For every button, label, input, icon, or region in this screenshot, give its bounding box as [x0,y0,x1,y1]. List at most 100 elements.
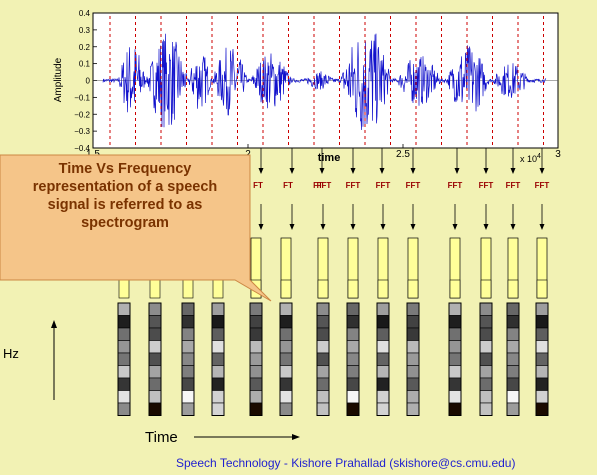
y-tick-label: 0.1 [79,60,91,69]
spectrum-cell [148,327,162,341]
spectrum-cell [376,377,390,391]
spectrum-cell [479,402,493,416]
spectrum-cell [117,327,131,341]
spectrum-cell [211,315,225,329]
y-tick-label: 0.4 [79,9,91,18]
spectrum-cell [279,327,293,341]
spectrum-cell [316,390,330,404]
spectrum-frame-top [317,279,329,299]
time-axis-label: Time [145,429,178,446]
fft-label: FFT [535,181,550,190]
spectrum-frame-top [480,279,492,299]
spectrum-column [448,302,462,416]
callout-line-1: Time Vs Frequency [58,161,192,177]
spectrum-frame-top [182,279,194,299]
fft-label-partial: FT [283,181,293,190]
spectrum-cell [506,365,520,379]
spectrum-cell [211,390,225,404]
callout-line-4: spectrogram [81,215,169,231]
spectrum-cell [406,327,420,341]
spectrum-frame-top [149,279,161,299]
spectrum-cell [211,352,225,366]
spectrum-cell [211,327,225,341]
spectrum-column [346,302,360,416]
spectrum-cell [181,365,195,379]
spectrum-cell [376,327,390,341]
spectrum-cell [346,302,360,316]
spectrum-frame-top [449,279,461,299]
spectrum-cell [506,340,520,354]
fft-label: FFT [448,181,463,190]
arrowhead [410,224,416,230]
spectrum-cell [279,340,293,354]
fft-label-partial: FT [253,181,263,190]
spectrum-cell [535,352,549,366]
spectrum-cell [117,315,131,329]
spectrum-cell [406,352,420,366]
callout-box [0,154,272,302]
callout-text: Time Vs Frequency representation of a sp… [0,160,250,232]
spectrum-cell [181,390,195,404]
spectrum-cell [479,315,493,329]
arrowhead [320,224,326,230]
spectrum-column [148,302,162,416]
spectrum-cell [117,302,131,316]
arrowhead [483,224,489,230]
spectrum-cell [506,315,520,329]
waveform-y-ticks: 0.4 0.3 0.2 0.1 0 −0.1 −0.2 −0.3 −0.4 [74,9,97,153]
spectrum-cell [376,340,390,354]
spectrum-frame-top [212,279,224,299]
spectrum-cell [406,377,420,391]
y-tick-label: −0.4 [74,144,90,153]
x-tick-label: 2.5 [396,149,410,160]
spectrum-cell [249,365,263,379]
spectrum-frame-top [347,279,359,299]
spectrum-column [479,302,493,416]
spectrum-cell [279,315,293,329]
spectrum-cell [406,365,420,379]
spectrum-frame-top [407,279,419,299]
spectrum-cell [506,390,520,404]
spectrum-cell [316,340,330,354]
time-axis-arrow [194,434,300,440]
spectrum-cell [448,365,462,379]
spectrum-cell [148,340,162,354]
spectrum-cell [479,340,493,354]
spectrum-cell [346,352,360,366]
spectrum-column [406,302,420,416]
spectrum-cell [249,327,263,341]
arrowhead [410,168,416,174]
spectrum-column [181,302,195,416]
y-tick-label: −0.1 [74,93,90,102]
y-tick-label: −0.3 [74,127,90,136]
arrowhead [258,224,264,230]
spectrum-column [535,302,549,416]
spectrum-columns [117,237,549,416]
spectrum-cell [316,327,330,341]
spectrum-cell [448,402,462,416]
spectrum-cell [506,302,520,316]
spectrum-cell [249,340,263,354]
spectrum-cell [479,390,493,404]
spectrum-cell [346,340,360,354]
spectrum-cell [535,340,549,354]
spectrum-cell [346,365,360,379]
spectrum-cell [279,352,293,366]
spectrum-frame-top [280,279,292,299]
waveform-signal [102,33,547,131]
spectrum-cell [181,377,195,391]
arrowhead [452,224,458,230]
spectrum-cell [479,302,493,316]
arrowhead [483,168,489,174]
waveform-x-multiplier: x 104 [520,153,541,164]
spectrum-cell [279,365,293,379]
spectrum-cell [535,365,549,379]
waveform-ylabel: Amplitude [53,57,64,102]
spectrum-cell [535,315,549,329]
spectrum-cell [376,365,390,379]
spectrum-cell [211,365,225,379]
frequency-axis-arrow [51,320,57,400]
spectrum-cell [479,377,493,391]
spectrum-cell [448,377,462,391]
